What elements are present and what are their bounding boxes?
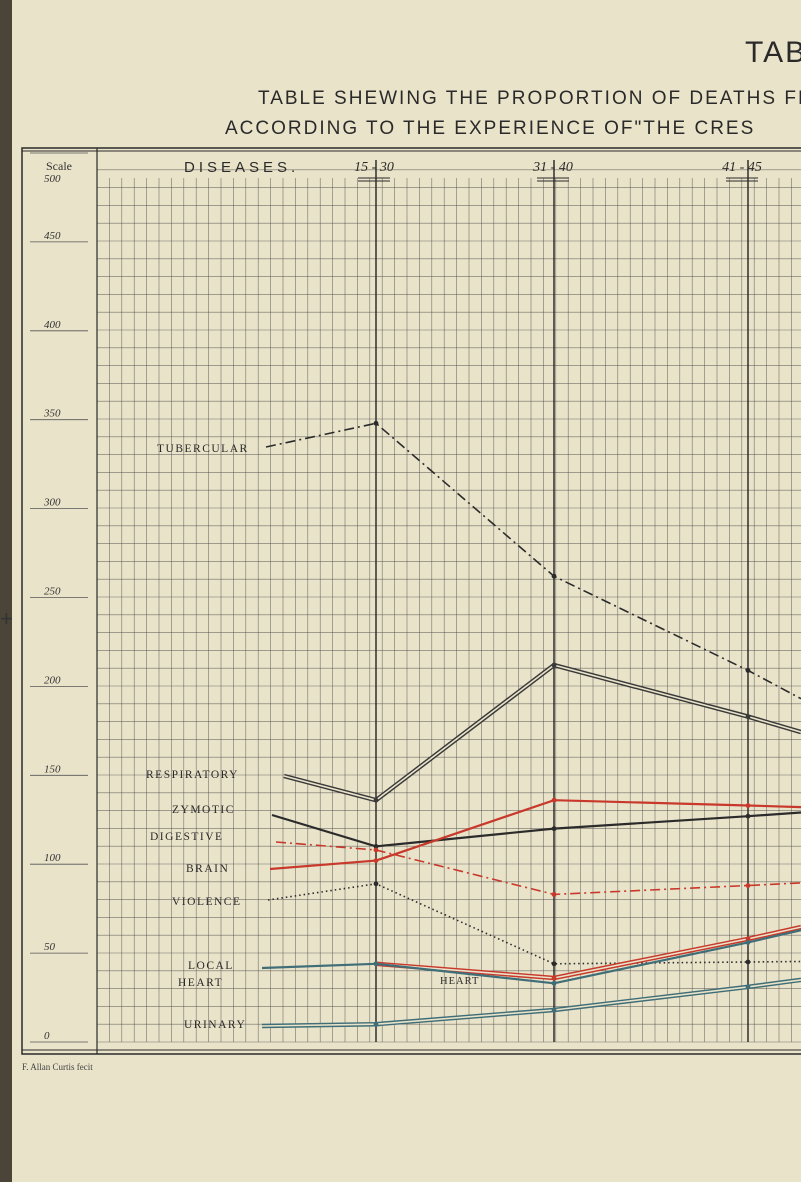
registration-mark: + [0, 606, 13, 631]
series-point-violence [373, 881, 379, 887]
series-point-urinary [551, 1007, 557, 1013]
series-lines [261, 420, 801, 1029]
series-point-digestive [551, 892, 557, 897]
scale-tick-label: 500 [44, 173, 61, 185]
series-line-inner-local [375, 926, 801, 979]
scale-tick-label: 450 [44, 230, 61, 242]
series-point-brain [373, 858, 379, 864]
title-line-2: ACCORDING TO THE EXPERIENCE OF"THE CRES [225, 118, 756, 139]
scale-tick-label: 400 [44, 319, 61, 331]
series-point-brain [745, 803, 751, 808]
series-point-tubercular [551, 573, 557, 579]
series-point-local [551, 975, 557, 981]
series-label-zymotic: ZYMOTIC [172, 804, 235, 816]
series-line-urinary [261, 977, 801, 1029]
category-label: 15 - 30 [354, 160, 394, 175]
series-line-violence [267, 882, 801, 965]
series-point-heart [373, 961, 379, 967]
credit-line: F. Allan Curtis fecit [22, 1062, 93, 1072]
column-headers: DISEASES. 15 - 30 31 - 40 41 - 45 [184, 159, 762, 182]
series-line-inner-urinary [261, 979, 801, 1027]
series-point-respiratory [373, 797, 379, 803]
series-point-heart [551, 980, 557, 986]
scale-tick-label: 300 [43, 497, 61, 509]
series-point-zymotic [551, 826, 557, 832]
scale-tick-label: 50 [44, 941, 56, 953]
series-label-tubercular: TUBERCULAR [157, 443, 249, 455]
diseases-header: DISEASES. [184, 159, 299, 176]
scale-tick-label: 0 [44, 1030, 50, 1042]
scale-label: Scale [46, 159, 72, 173]
title-line-1: TABLE SHEWING THE PROPORTION OF DEATHS F… [258, 88, 801, 109]
series-point-tubercular [745, 667, 751, 673]
scale-tick-label: 150 [44, 763, 61, 775]
category-label: 41 - 45 [722, 160, 762, 175]
chart-frame [21, 147, 801, 1055]
series-label-brain: BRAIN [186, 863, 229, 875]
series-point-tubercular [373, 420, 379, 426]
series-label-local: LOCAL [188, 960, 234, 972]
series-point-urinary [745, 984, 751, 990]
scale-tick-label: 350 [43, 408, 61, 420]
series-label-digestive: DIGESTIVE [150, 831, 224, 843]
series-label-violence: VIOLENCE [172, 896, 242, 908]
series-labels: TUBERCULAR RESPIRATORY ZYMOTIC DIGESTIVE BRA… [146, 443, 479, 1031]
series-point-heart [745, 940, 751, 945]
series-point-violence [745, 959, 751, 965]
series-label-heart: HEART [178, 977, 223, 989]
series-point-digestive [373, 847, 379, 853]
annotation-label: HEART [440, 976, 479, 987]
corner-title: TAB [745, 36, 801, 69]
series-point-brain [551, 797, 557, 803]
series-line-zymotic [271, 811, 801, 848]
scale-tick-label: 250 [44, 586, 61, 598]
series-line-digestive [275, 841, 801, 896]
series-point-zymotic [745, 813, 751, 819]
outer-border [21, 147, 801, 1055]
chart-grid [96, 169, 801, 1043]
series-line-tubercular [265, 422, 801, 700]
scale-tick-label: 200 [44, 674, 61, 686]
series-point-urinary [373, 1021, 379, 1027]
series-label-respiratory: RESPIRATORY [146, 769, 239, 781]
series-point-digestive [745, 883, 751, 888]
series-point-respiratory [745, 714, 751, 720]
page-edge [0, 0, 12, 1182]
series-label-urinary: URINARY [184, 1019, 246, 1031]
category-label: 31 - 40 [532, 160, 573, 175]
series-line-inner-respiratory [283, 664, 801, 802]
series-line-respiratory [283, 662, 801, 803]
series-point-local [745, 936, 751, 942]
series-point-respiratory [551, 662, 557, 668]
series-point-zymotic [373, 844, 379, 849]
scale-tick-label: 100 [44, 852, 61, 864]
series-point-violence [551, 961, 557, 967]
